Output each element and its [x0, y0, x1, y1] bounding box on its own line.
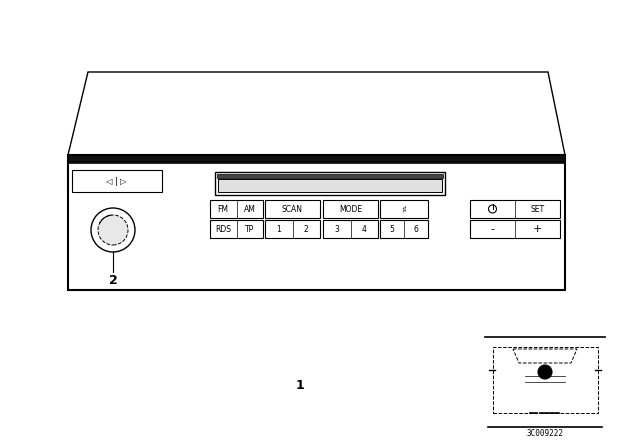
Polygon shape [513, 349, 577, 363]
Text: 3: 3 [334, 224, 339, 233]
Text: AM: AM [244, 204, 256, 214]
Bar [217, 174, 443, 178]
Text: 3C009222: 3C009222 [527, 428, 563, 438]
Text: +: + [533, 224, 542, 234]
Bar [72, 170, 162, 192]
Bar [380, 220, 428, 238]
Text: $\lhd$ $|$ $\rhd$: $\lhd$ $|$ $\rhd$ [106, 175, 129, 188]
Text: TP: TP [245, 224, 254, 233]
Text: RDS: RDS [215, 224, 231, 233]
Text: SCAN: SCAN [282, 204, 303, 214]
Bar [68, 155, 565, 163]
Text: -: - [490, 224, 495, 234]
Text: 6: 6 [413, 224, 419, 233]
Bar [68, 155, 565, 290]
Text: $\sharp$: $\sharp$ [401, 203, 407, 215]
Bar [470, 220, 560, 238]
Text: 1: 1 [296, 379, 305, 392]
Text: 4: 4 [362, 224, 367, 233]
Bar [210, 200, 263, 218]
Text: 1: 1 [276, 224, 281, 233]
Text: 5: 5 [390, 224, 394, 233]
Text: 2: 2 [304, 224, 308, 233]
Bar [470, 200, 560, 218]
Polygon shape [68, 72, 565, 155]
Text: FM: FM [218, 204, 228, 214]
Bar [323, 220, 378, 238]
Text: 2: 2 [109, 273, 117, 287]
Bar [215, 172, 445, 195]
Circle shape [98, 215, 128, 245]
Bar [218, 179, 442, 192]
Circle shape [538, 365, 552, 379]
Bar [265, 200, 320, 218]
Bar [265, 220, 320, 238]
Text: SET: SET [531, 204, 545, 214]
Bar [210, 220, 263, 238]
Bar [323, 200, 378, 218]
Bar [493, 347, 598, 413]
Bar [380, 200, 428, 218]
Circle shape [91, 208, 135, 252]
Text: MODE: MODE [339, 204, 362, 214]
